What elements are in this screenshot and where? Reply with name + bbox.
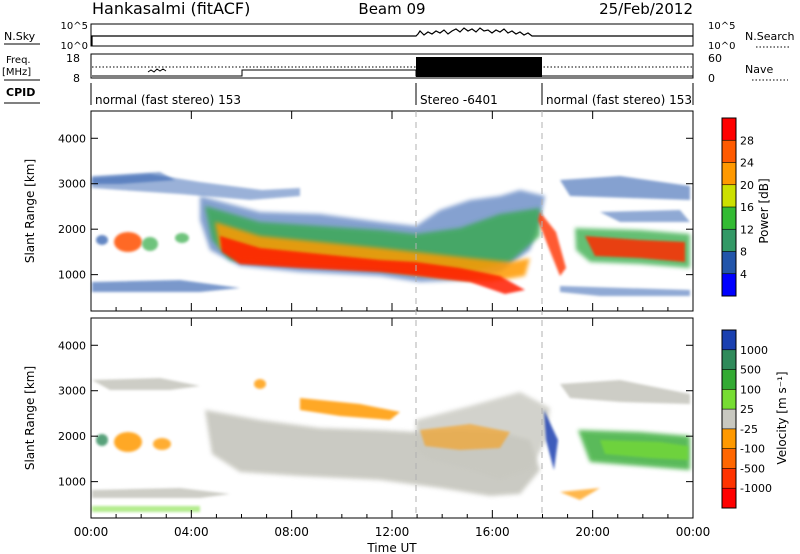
- cpid-label: CPID: [6, 86, 35, 99]
- x-tick-label: 08:00: [274, 525, 309, 539]
- freq-top-tick: 18: [66, 52, 80, 65]
- colorbar-tick-label: 500: [740, 364, 761, 377]
- colorbar-swatch: [722, 273, 736, 297]
- x-tick-label: 00:00: [74, 525, 109, 539]
- nave-label: Nave: [745, 63, 773, 76]
- colorbar-tick-label: -500: [740, 462, 765, 475]
- colorbar-tick-label: 8: [740, 246, 747, 259]
- colorbar-swatch: [722, 251, 736, 275]
- colorbar-swatch: [722, 207, 736, 230]
- freq-trace: [92, 69, 693, 77]
- cpid-segment-3: normal (fast stereo) 153: [546, 93, 692, 107]
- x-tick-label: 04:00: [174, 525, 209, 539]
- nave-bottom-tick: 0: [708, 72, 715, 85]
- y-tick-label: 3000: [58, 385, 86, 398]
- cpid-segment-1: normal (fast stereo) 153: [95, 93, 241, 107]
- colorbar-swatch: [722, 389, 736, 410]
- y-tick-label: 4000: [58, 132, 86, 145]
- colorbar-tick-label: 16: [740, 201, 754, 214]
- colorbar-swatch: [722, 428, 736, 450]
- y-tick-label: 2000: [58, 430, 86, 443]
- x-tick-label: 16:00: [475, 525, 510, 539]
- velocity-echoes: [92, 378, 690, 512]
- freq-bottom-tick: 8: [73, 72, 80, 85]
- colorbar-swatch: [722, 409, 736, 430]
- colorbar-tick-label: 25: [740, 403, 754, 416]
- nsearch-top-tick: 10^5: [708, 21, 735, 32]
- cpid-segment-2: Stereo -6401: [420, 93, 498, 107]
- nsearch-bottom-tick: 10^0: [708, 41, 735, 52]
- x-tick-label: 12:00: [375, 525, 410, 539]
- colorbar-swatch: [722, 369, 736, 390]
- colorbar-tick-label: 20: [740, 179, 754, 192]
- velocity-yticks: 1000 2000 3000 4000: [58, 339, 693, 489]
- power-panel: 1000 2000 3000 4000 Slant Range [km]: [23, 110, 694, 312]
- y-tick-label: 1000: [58, 476, 86, 489]
- x-tick-label: 20:00: [575, 525, 610, 539]
- colorbar-swatch: [722, 184, 736, 208]
- velocity-colorbar: 1000 500 100 25 -25 -100 -500 -1000: [721, 329, 772, 509]
- colorbar-swatch: [722, 140, 736, 163]
- nsearch-label: N.Search: [745, 30, 795, 43]
- velocity-colorbar-label: Velocity [m s⁻¹]: [775, 371, 789, 464]
- velocity-panel: 1000 2000 3000 4000 Slant Range [km]: [23, 317, 694, 519]
- colorbar-tick-label: 1000: [740, 344, 768, 357]
- colorbar-swatch: [722, 349, 736, 371]
- cpid-panel: CPID normal (fast stereo) 153 Stereo -64…: [4, 83, 694, 107]
- x-tick-label: 00:00: [676, 525, 711, 539]
- power-yticks: 1000 2000 3000 4000: [58, 132, 693, 282]
- power-colorbar-label: Power [dB]: [757, 178, 771, 243]
- freq-panel: Freq. [MHz] 18 8 60 0 Nave: [2, 52, 788, 85]
- colorbar-tick-label: 24: [740, 157, 754, 170]
- colorbar-frame: [721, 329, 737, 509]
- colorbar-tick-label: -1000: [740, 482, 772, 495]
- colorbar-swatch: [722, 229, 736, 252]
- colorbar-swatch: [722, 330, 736, 351]
- x-axis-label: Time UT: [366, 541, 417, 554]
- colorbar-tick-label: 4: [740, 268, 747, 281]
- colorbar-swatch: [722, 118, 736, 141]
- nsky-label: N.Sky: [4, 30, 36, 43]
- freq-unit: [MHz]: [2, 67, 31, 78]
- freq-label: Freq.: [6, 55, 31, 66]
- colorbar-swatch: [722, 162, 736, 186]
- power-ylabel: Slant Range [km]: [23, 159, 37, 263]
- nsky-bottom-tick: 10^0: [61, 41, 88, 52]
- colorbar-swatch: [722, 448, 736, 469]
- beam-title: Beam 09: [358, 0, 425, 18]
- mode-dividers: [415, 111, 543, 518]
- nsky-top-tick: 10^5: [61, 21, 88, 32]
- nave-top-tick: 60: [708, 52, 722, 65]
- x-axis: 00:00 04:00 08:00 12:00 16:00 20:00 00:00: [74, 111, 711, 539]
- power-colorbar: 28 24 20 16 12 8 4: [721, 117, 754, 297]
- colorbar-tick-label: -100: [740, 443, 765, 456]
- velocity-ylabel: Slant Range [km]: [23, 366, 37, 470]
- y-tick-label: 3000: [58, 178, 86, 191]
- stereo-block: [416, 57, 542, 77]
- colorbar-swatch: [722, 488, 736, 509]
- y-tick-label: 2000: [58, 223, 86, 236]
- y-tick-label: 1000: [58, 269, 86, 282]
- nsky-panel: N.Sky 10^5 10^0 10^5 10^0 N.Search: [4, 21, 795, 52]
- colorbar-tick-label: 100: [740, 383, 761, 396]
- colorbar-tick-label: 28: [740, 134, 754, 147]
- nsky-trace: [91, 27, 693, 46]
- date-title: 25/Feb/2012: [599, 0, 693, 18]
- colorbar-tick-label: -25: [740, 423, 758, 436]
- y-tick-label: 4000: [58, 339, 86, 352]
- colorbar-swatch: [722, 468, 736, 489]
- colorbar-tick-label: 12: [740, 223, 754, 236]
- power-echoes: [92, 172, 690, 296]
- station-title: Hankasalmi (fitACF): [92, 0, 250, 18]
